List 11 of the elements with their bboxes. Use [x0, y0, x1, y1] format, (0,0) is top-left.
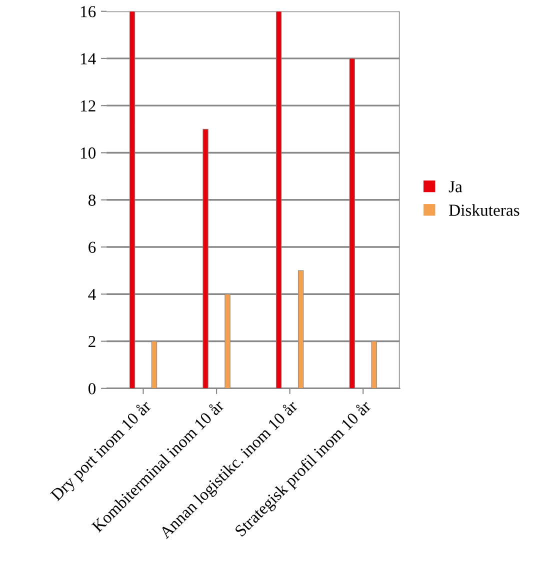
y-tick-label: 12 — [80, 100, 96, 112]
legend-label: Diskuteras — [449, 204, 520, 216]
y-tick-label: 2 — [88, 336, 96, 348]
y-tick-label: 16 — [80, 6, 96, 18]
y-tick-label: 14 — [80, 53, 96, 64]
y-tick-label: 4 — [88, 288, 96, 300]
y-tick-label: 8 — [88, 194, 96, 206]
y-tick-label: 0 — [88, 383, 96, 394]
y-tick-label: 10 — [80, 147, 96, 159]
y-tick-label: 6 — [88, 242, 96, 253]
legend-label: Ja — [448, 181, 462, 192]
